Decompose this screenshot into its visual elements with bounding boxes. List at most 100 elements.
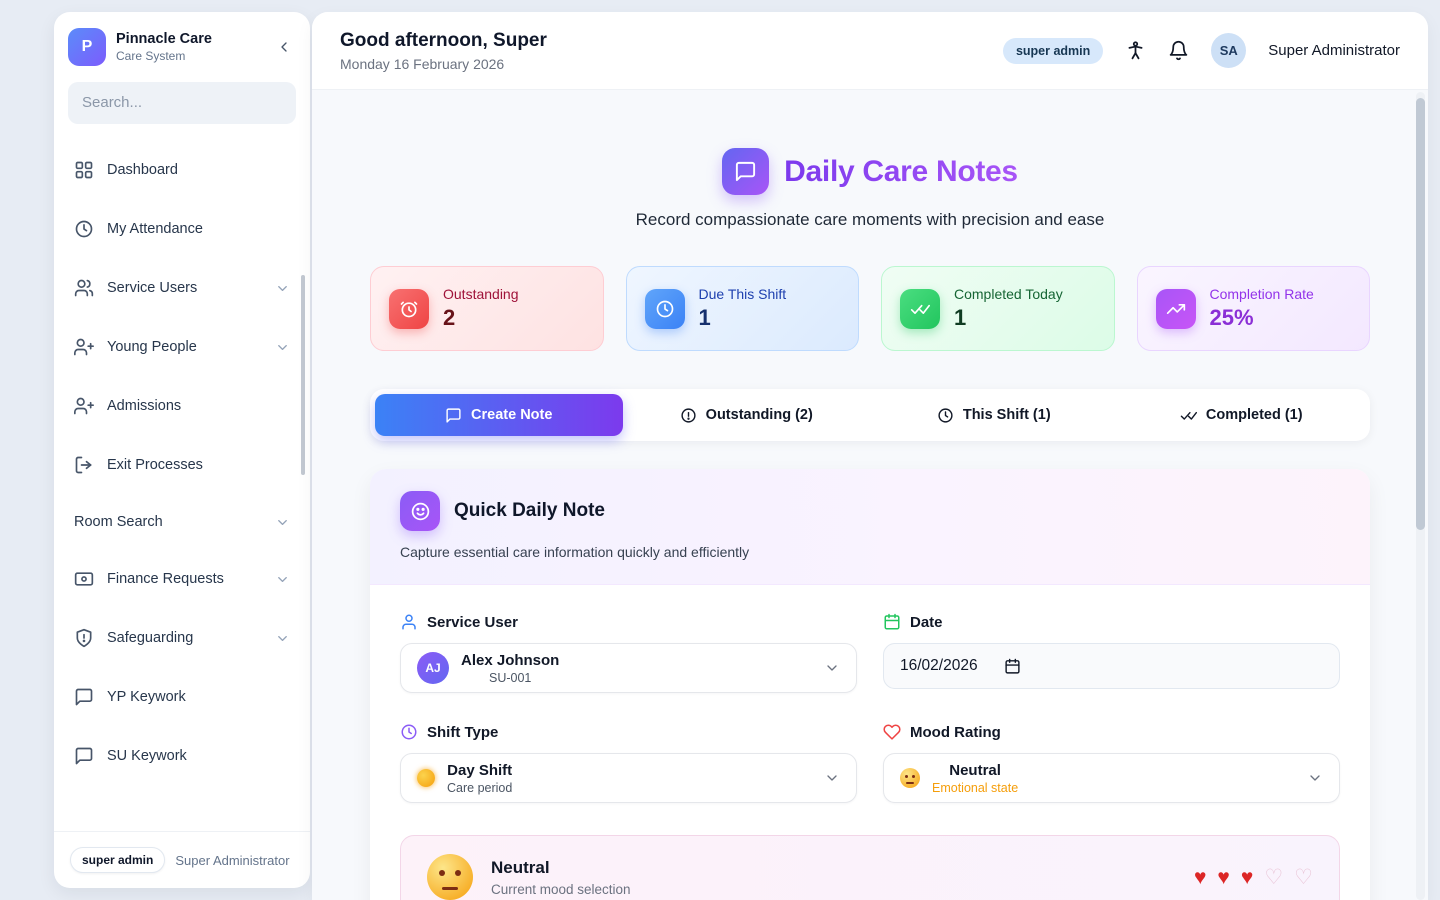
alert-circle-icon [680,407,697,424]
sidebar-item-service-users[interactable]: Service Users [64,266,300,310]
heart-outline-icon[interactable]: ♡ [1264,865,1284,889]
heart-outline-icon[interactable]: ♡ [1294,865,1313,889]
sidebar-item-exit-processes[interactable]: Exit Processes [64,443,300,487]
note-card-subtitle: Capture essential care information quick… [400,544,750,560]
date-value: 16/02/2026 [900,657,978,674]
field-label: Shift Type [427,723,499,741]
sidebar-item-yp-keywork[interactable]: YP Keywork [64,675,300,719]
quick-daily-note-card: Quick Daily Note Capture essential care … [370,469,1370,900]
bell-icon [1168,40,1189,61]
sidebar-item-label: My Attendance [107,221,203,237]
date-input[interactable]: 16/02/2026 [883,643,1340,689]
stat-value: 25% [1209,305,1254,330]
field-label: Date [910,613,943,631]
page-subtitle: Record compassionate care moments with p… [635,210,1105,229]
chat-icon [445,407,462,424]
service-user-id: SU-001 [488,670,532,685]
chevron-left-icon [276,39,292,55]
greeting-text: Good afternoon, Super [340,29,547,51]
calendar-icon [883,613,901,631]
sidebar-collapse-button[interactable] [272,35,296,59]
search-input[interactable] [82,94,282,111]
dashboard-icon [74,160,94,180]
sidebar-item-safeguarding[interactable]: Safeguarding [64,616,300,660]
sidebar-item-label: Dashboard [107,162,178,178]
tab-label: Create Note [471,407,553,423]
chevron-down-icon [275,631,290,646]
note-form: Service User AJ Alex Johnson SU-001 [370,585,1370,900]
sidebar-item-label: Admissions [107,398,182,414]
chat-icon [74,746,94,766]
main-scrollbar-thumb[interactable] [1416,98,1425,530]
field-label: Service User [427,613,518,631]
page-title: Daily Care Notes [784,154,1018,188]
sidebar-header: P Pinnacle Care Care System [54,12,310,78]
tab-outstanding[interactable]: Outstanding (2) [623,394,871,436]
heart-icon [883,723,901,741]
main-header: Good afternoon, Super Monday 16 February… [312,12,1428,90]
sidebar-item-label: Finance Requests [107,571,224,587]
heart-filled-icon[interactable]: ♥ [1217,865,1230,889]
users-icon [74,278,94,298]
tab-label: Outstanding (2) [705,407,813,423]
sidebar-item-label: Young People [107,339,197,355]
tab-completed[interactable]: Completed (1) [1118,394,1366,436]
stat-card-due-this-shift: Due This Shift 1 [625,266,859,351]
sidebar-item-dashboard[interactable]: Dashboard [64,148,300,192]
sidebar-item-admissions[interactable]: Admissions [64,384,300,428]
accessibility-icon [1125,40,1146,61]
sidebar-search [68,82,296,124]
sidebar-item-label: Exit Processes [107,457,203,473]
stat-value: 1 [954,305,967,330]
shift-sub: Care period [447,780,513,795]
sidebar-item-label: SU Keywork [107,748,187,764]
app-logo: P [68,28,106,66]
mood-panel-subtitle: Current mood selection [491,881,631,897]
mood-rating-select[interactable]: Neutral Emotional state [883,753,1340,803]
stat-value: 1 [698,305,711,330]
sun-icon [417,769,435,787]
notifications-button[interactable] [1168,40,1189,61]
tab-this-shift[interactable]: This Shift (1) [870,394,1118,436]
sidebar-item-my-attendance[interactable]: My Attendance [64,207,300,251]
shift-type-select[interactable]: Day Shift Care period [400,753,857,803]
content: Daily Care Notes Record compassionate ca… [312,90,1428,900]
neutral-face-icon [900,768,920,788]
mood-value: Neutral [949,761,1001,779]
role-badge: super admin [70,847,166,873]
tab-create-note[interactable]: Create Note [375,394,623,436]
clock-icon [937,407,954,424]
avatar[interactable]: SA [1211,33,1247,68]
stat-label: Completion Rate [1209,286,1314,302]
heart-filled-icon[interactable]: ♥ [1193,865,1207,889]
role-badge: super admin [1002,37,1104,64]
heart-rating: ♥ ♥ ♥ ♡ ♡ [1194,867,1313,888]
page-title-row: Daily Care Notes [370,90,1370,195]
field-label: Mood Rating [910,723,1001,741]
tab-label: Completed (1) [1205,407,1303,423]
app-name: Pinnacle Care [116,31,212,47]
sidebar-item-su-keywork[interactable]: SU Keywork [64,734,300,778]
shift-type-field: Shift Type Day Shift Care period [400,723,857,803]
sidebar-nav: Dashboard My Attendance Service Users Yo… [54,132,310,831]
app-subtitle: Care System [116,49,186,63]
service-user-field: Service User AJ Alex Johnson SU-001 [400,613,857,693]
service-user-select[interactable]: AJ Alex Johnson SU-001 [400,643,857,693]
sidebar-item-young-people[interactable]: Young People [64,325,300,369]
tab-bar: Create Note Outstanding (2) This Shift (… [370,389,1370,441]
chevron-down-icon [275,281,290,296]
accessibility-button[interactable] [1125,40,1146,61]
stat-card-completed-today: Completed Today 1 [881,266,1115,351]
sidebar-item-room-search[interactable]: Room Search [64,502,300,542]
clock-icon [74,219,94,239]
shift-value: Day Shift [447,761,513,779]
stats-row: Outstanding 2 Due This Shift 1 Completed… [370,266,1370,351]
sidebar-scrollbar[interactable] [301,275,305,475]
user-icon [400,613,418,631]
sidebar-item-label: Service Users [107,280,198,296]
user-plus-icon [74,337,94,357]
sidebar-item-finance-requests[interactable]: Finance Requests [64,557,300,601]
date-field: Date 16/02/2026 [883,613,1340,693]
banknote-icon [74,569,94,589]
heart-filled-icon[interactable]: ♥ [1240,865,1254,889]
